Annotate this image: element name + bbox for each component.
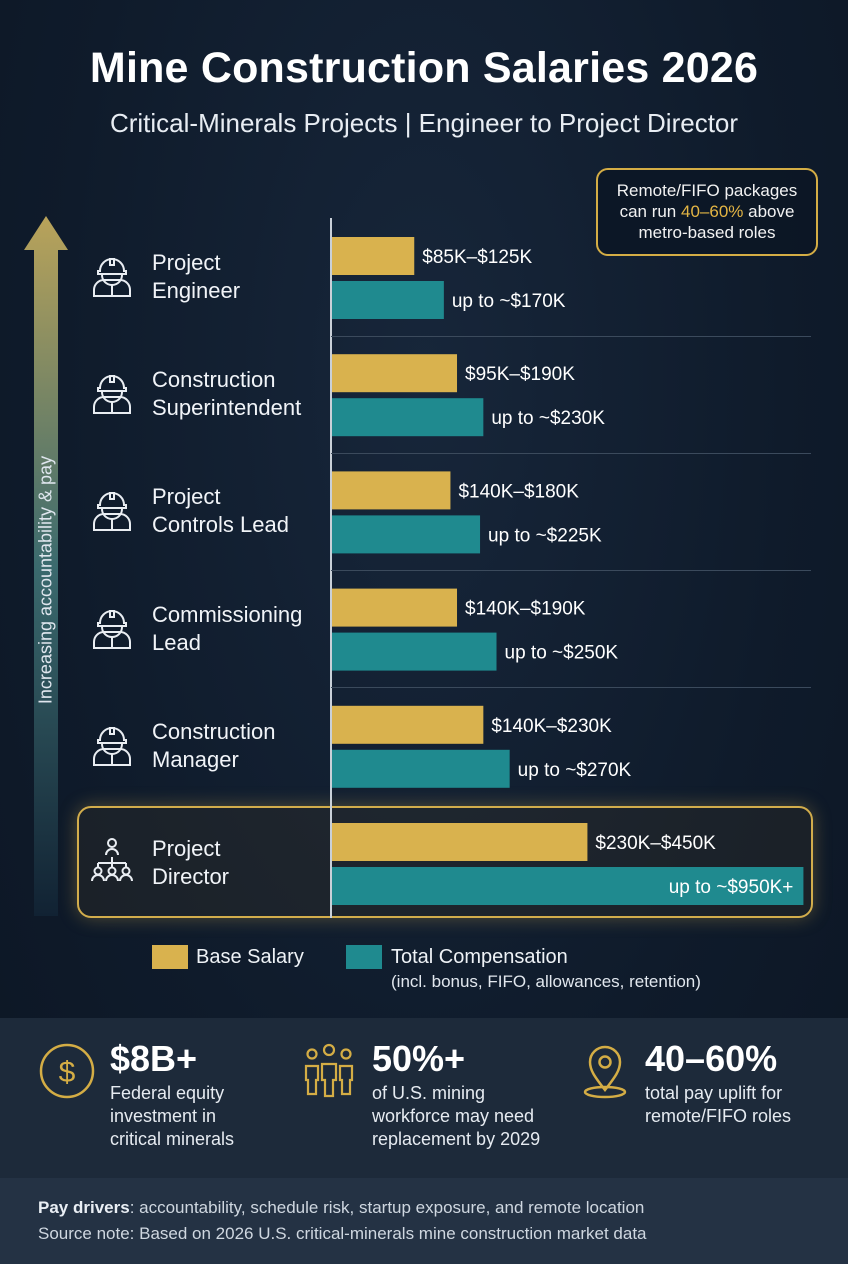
base-salary-bar — [332, 588, 458, 627]
role-label-line: Superintendent — [152, 395, 302, 421]
row-separator — [331, 336, 811, 337]
callout-line-1: Remote/FIFO packages — [616, 181, 798, 200]
role-label-line: Lead — [152, 629, 201, 655]
stat-line: total pay uplift for — [645, 1083, 783, 1103]
stat-value: 50%+ — [372, 1038, 466, 1079]
stat-description: Federal equity investment in critical mi… — [110, 1082, 234, 1151]
legend-base-label: Base Salary — [196, 946, 304, 968]
base-salary-bar — [332, 237, 415, 275]
base-salary-label: $230K–$450K — [595, 833, 716, 854]
role-label-line: Construction — [152, 718, 276, 744]
total-compensation-label: up to ~$225K — [488, 525, 602, 546]
row-separator — [331, 687, 811, 688]
page-title: Mine Construction Salaries 2026 — [89, 44, 759, 92]
base-salary-bar — [332, 354, 458, 393]
pay-drivers-label: Pay drivers — [38, 1198, 130, 1217]
location-pin-icon — [583, 1045, 627, 1099]
director-team-icon — [91, 838, 133, 882]
total-compensation-label: up to ~$270K — [518, 760, 632, 781]
total-compensation-label: up to ~$950K+ — [669, 877, 794, 898]
row-separator — [331, 453, 811, 454]
role-label-line: Director — [152, 864, 230, 889]
base-salary-bar — [332, 823, 588, 861]
footer — [0, 1178, 848, 1264]
role-label-line: Manager — [152, 746, 239, 772]
role-label: Construction Manager — [152, 718, 276, 774]
legend-total-swatch — [346, 945, 382, 969]
stat-description: total pay uplift for remote/FIFO roles — [645, 1082, 791, 1128]
stat-line: Federal equity — [110, 1083, 225, 1103]
source-note: Source note: Based on 2026 U.S. critical… — [38, 1224, 647, 1243]
total-compensation-bar — [332, 749, 510, 788]
row-separator — [331, 570, 811, 571]
role-label: Construction Superintendent — [152, 366, 301, 422]
role-label-line: Project — [152, 484, 221, 510]
workforce-group-icon — [304, 1043, 354, 1098]
legend-total-label: Total Compensation — [391, 946, 568, 968]
superintendent-icon — [93, 375, 131, 415]
construction-manager-icon — [93, 726, 131, 766]
stat-line: workforce may need — [372, 1106, 535, 1126]
legend-base-swatch — [152, 945, 188, 969]
total-compensation-label: up to ~$170K — [452, 291, 566, 312]
total-compensation-bar — [332, 515, 481, 554]
role-label-line: Project — [152, 250, 221, 275]
dollar-coin-icon: $ — [39, 1043, 95, 1099]
page-subtitle: Critical-Minerals Projects | Engineer to… — [109, 108, 739, 138]
engineer-icon — [93, 258, 131, 297]
stat-value: 40–60% — [645, 1038, 778, 1079]
total-compensation-bar — [332, 281, 444, 319]
role-label-line: Engineer — [152, 278, 241, 303]
callout-highlight: 40–60% — [681, 202, 744, 221]
base-salary-label: $140K–$230K — [491, 716, 612, 737]
base-salary-label: $140K–$180K — [458, 481, 579, 502]
total-compensation-label: up to ~$230K — [491, 408, 605, 429]
base-salary-label: $85K–$125K — [422, 247, 532, 268]
fifo-callout: Remote/FIFO packages can run 40–60% abov… — [596, 168, 818, 256]
stat-line: of U.S. mining — [372, 1083, 486, 1103]
role-label: Project Controls Lead — [152, 483, 289, 539]
stat-line: investment in — [110, 1106, 217, 1126]
role-label-line: Commissioning — [152, 601, 303, 627]
up-arrow-icon — [24, 216, 68, 916]
callout-line-2-pre: can run — [619, 202, 681, 221]
base-salary-label: $95K–$190K — [465, 364, 575, 385]
total-compensation-bar — [332, 632, 497, 671]
callout-line-2: can run 40–60% above — [598, 201, 816, 222]
callout-line-3: metro-based roles — [638, 223, 776, 242]
role-label: Project Director — [152, 835, 229, 891]
legend-total-note: (incl. bonus, FIFO, allowances, retentio… — [391, 972, 701, 991]
role-label-line: Controls Lead — [152, 512, 289, 538]
stat-line: critical minerals — [110, 1129, 235, 1149]
commissioning-lead-icon — [93, 609, 131, 649]
svg-text:$: $ — [59, 1056, 76, 1089]
callout-line-2-post: above — [743, 202, 795, 221]
stats-panel — [0, 1018, 848, 1178]
stat-line: remote/FIFO roles — [645, 1106, 792, 1126]
total-compensation-bar — [332, 398, 484, 437]
controls-lead-icon — [93, 492, 131, 532]
stat-line: replacement by 2029 — [372, 1129, 541, 1149]
stat-description: of U.S. mining workforce may need replac… — [372, 1082, 540, 1151]
base-salary-bar — [332, 471, 451, 510]
pay-drivers-note: Pay drivers: accountability, schedule ri… — [38, 1198, 644, 1218]
role-label-line: Project — [152, 836, 221, 861]
pay-drivers-text: : accountability, schedule risk, startup… — [129, 1198, 645, 1217]
chart-axis-line — [330, 218, 332, 918]
base-salary-label: $140K–$190K — [465, 599, 586, 620]
total-compensation-label: up to ~$250K — [505, 643, 619, 664]
base-salary-bar — [332, 705, 484, 744]
role-label: Commissioning Lead — [152, 601, 302, 657]
stat-value: $8B+ — [110, 1038, 198, 1079]
total-compensation-bar — [332, 867, 804, 905]
role-label: Project Engineer — [152, 249, 240, 305]
role-label-line: Construction — [152, 367, 276, 393]
